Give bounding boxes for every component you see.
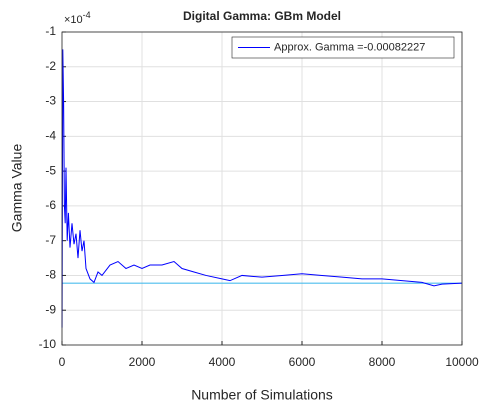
legend-box — [231, 36, 455, 59]
y-tick-label: -2 — [45, 59, 56, 73]
x-tick-label: 8000 — [369, 355, 396, 369]
y-tick-label: -7 — [45, 233, 56, 247]
y-tick-label: -1 — [45, 24, 56, 38]
legend-label: Approx. Gamma =-0.00082227 — [274, 41, 425, 53]
y-tick-label: -10 — [39, 337, 57, 351]
y-tick-label: -8 — [45, 268, 56, 282]
y-tick-label: -6 — [45, 198, 56, 212]
y-exponent: ×10-4 — [64, 10, 91, 26]
exponent-power: -4 — [83, 10, 91, 20]
y-tick-label: -3 — [45, 94, 56, 108]
data-line — [61, 49, 463, 328]
plot-area — [62, 32, 462, 345]
y-tick-label: -5 — [45, 163, 56, 177]
x-tick-label: 0 — [59, 355, 66, 369]
y-tick-label: -9 — [45, 302, 56, 316]
y-axis-label: Gamma Value — [9, 144, 25, 233]
x-tick-label: 6000 — [289, 355, 316, 369]
chart-title: Digital Gamma: GBm Model — [183, 9, 341, 23]
exponent-base: ×10 — [64, 14, 83, 26]
x-tick-label: 10000 — [445, 355, 479, 369]
x-axis-label: Number of Simulations — [191, 387, 333, 403]
y-tick-label: -4 — [45, 129, 56, 143]
axes-box — [61, 31, 463, 346]
x-tick-label: 4000 — [209, 355, 236, 369]
x-tick-label: 2000 — [129, 355, 156, 369]
